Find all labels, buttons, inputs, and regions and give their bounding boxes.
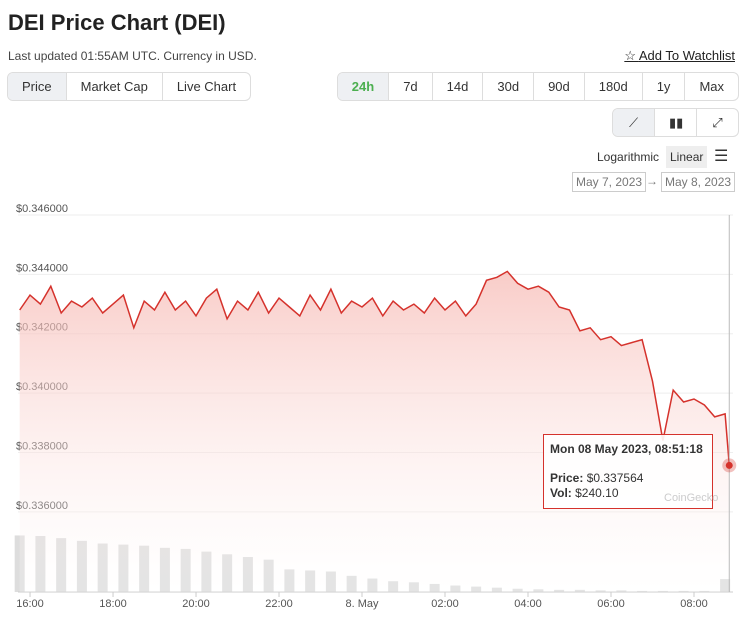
date-from[interactable]: May 7, 2023 xyxy=(572,172,647,192)
watchlist-text[interactable]: Add To Watchlist xyxy=(638,48,735,63)
chart-type-group: ⟋ ▮▮ ⤢ xyxy=(612,108,739,137)
tooltip-vol: $240.10 xyxy=(575,486,619,500)
y-tick-label: $0.344000 xyxy=(16,262,68,274)
linear-button[interactable]: Linear xyxy=(666,146,708,168)
candle-button[interactable]: ▮▮ xyxy=(655,109,697,136)
x-tick-label: 22:00 xyxy=(265,598,293,610)
range-button[interactable]: 90d xyxy=(534,73,585,100)
tab-group: Price Market Cap Live Chart xyxy=(7,72,252,101)
tooltip-price: $0.337564 xyxy=(586,471,644,485)
log-button[interactable]: Logarithmic xyxy=(597,150,660,164)
date-to[interactable]: May 8, 2023 xyxy=(661,172,736,192)
price-line xyxy=(19,270,731,466)
range-button[interactable]: 30d xyxy=(483,73,535,100)
x-tick-label: 8. May xyxy=(346,598,380,610)
x-tick-label: 20:00 xyxy=(182,598,210,610)
volume-bar xyxy=(14,535,25,592)
hover-point xyxy=(725,461,733,469)
tooltip: Mon 08 May 2023, 08:51:18 Price: $0.3375… xyxy=(543,434,718,509)
range-button[interactable]: 14d xyxy=(433,73,484,100)
x-tick-label: 02:00 xyxy=(431,598,459,610)
y-tick-label: $0.346000 xyxy=(16,203,68,215)
menu-button[interactable]: ☰ xyxy=(714,148,729,165)
x-tick-label: 18:00 xyxy=(99,598,127,610)
x-tick-label: 06:00 xyxy=(597,598,625,610)
range-button[interactable]: 7d xyxy=(389,73,433,100)
range-button[interactable]: 24h xyxy=(337,73,390,100)
x-tick-label: 04:00 xyxy=(514,598,542,610)
fullscreen-button[interactable]: ⤢ xyxy=(712,115,723,130)
watermark: CoinGecko xyxy=(664,492,719,504)
tooltip-price-label: Price: xyxy=(550,471,584,485)
line-chart-button[interactable]: ⟋ xyxy=(613,109,655,136)
tab[interactable]: Live Chart xyxy=(176,79,237,94)
range-button[interactable]: Max xyxy=(699,79,724,94)
tooltip-vol-label: Vol: xyxy=(550,486,572,500)
watchlist-link[interactable]: ☆ Add To Watchlist xyxy=(624,48,735,63)
arrow: → xyxy=(646,174,658,188)
tooltip-title: Mon 08 May 2023, 08:51:18 xyxy=(550,442,703,456)
range-group: 24h 7d 14d 30d 90d 180d 1y Max xyxy=(336,72,739,101)
tab[interactable]: Price xyxy=(8,73,67,100)
range-button[interactable]: 180d xyxy=(585,73,643,100)
x-tick-label: 08:00 xyxy=(680,598,708,610)
price-area xyxy=(19,271,730,592)
subtitle: Last updated 01:55AM UTC. Currency in US… xyxy=(8,49,257,63)
x-tick-label: 16:00 xyxy=(16,598,44,610)
tab[interactable]: Market Cap xyxy=(67,73,163,100)
range-button[interactable]: 1y xyxy=(643,73,686,100)
title: DEI Price Chart (DEI) xyxy=(8,10,226,35)
